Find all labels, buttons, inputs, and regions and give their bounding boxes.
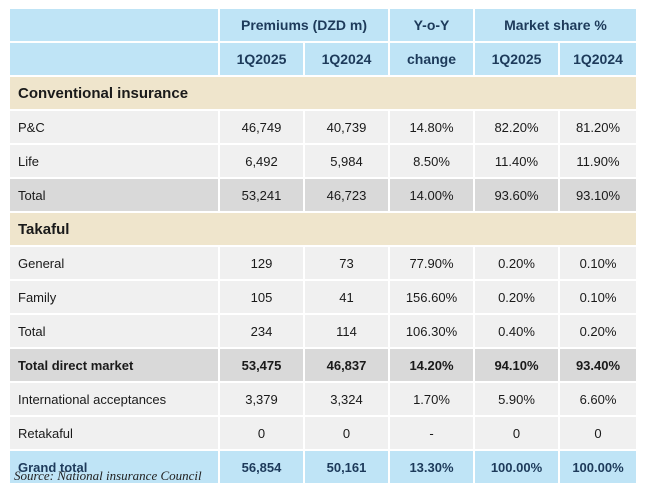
row-label: Family — [10, 281, 220, 315]
table-row: Total 234 114 106.30% 0.40% 0.20% — [10, 315, 636, 349]
cell-premium-2024: 3,324 — [305, 383, 390, 417]
cell-share-2025: 100.00% — [475, 451, 560, 485]
cell-share-2024: 0 — [560, 417, 636, 451]
cell-premium-2025: 105 — [220, 281, 305, 315]
row-label: Total — [10, 179, 220, 213]
header-premium-1q2025: 1Q2025 — [220, 43, 305, 77]
header-row-1: Premiums (DZD m) Y-o-Y Market share % — [10, 9, 636, 43]
row-label: International acceptances — [10, 383, 220, 417]
cell-premium-2025: 129 — [220, 247, 305, 281]
cell-share-2024: 93.40% — [560, 349, 636, 383]
row-label: Life — [10, 145, 220, 179]
section-title: Takaful — [10, 213, 636, 247]
cell-premium-2025: 6,492 — [220, 145, 305, 179]
cell-yoy: 1.70% — [390, 383, 475, 417]
table-row: Family 105 41 156.60% 0.20% 0.10% — [10, 281, 636, 315]
header-change: change — [390, 43, 475, 77]
cell-premium-2024: 41 — [305, 281, 390, 315]
table-row: General 129 73 77.90% 0.20% 0.10% — [10, 247, 636, 281]
table-row-total-direct: Total direct market 53,475 46,837 14.20%… — [10, 349, 636, 383]
row-label: Total — [10, 315, 220, 349]
table-row: International acceptances 3,379 3,324 1.… — [10, 383, 636, 417]
cell-share-2024: 0.10% — [560, 281, 636, 315]
table-row: Retakaful 0 0 - 0 0 — [10, 417, 636, 451]
cell-premium-2025: 53,475 — [220, 349, 305, 383]
cell-share-2025: 0.20% — [475, 281, 560, 315]
cell-share-2025: 0.40% — [475, 315, 560, 349]
cell-yoy: 106.30% — [390, 315, 475, 349]
header-share-1q2024: 1Q2024 — [560, 43, 636, 77]
cell-premium-2025: 53,241 — [220, 179, 305, 213]
cell-share-2025: 94.10% — [475, 349, 560, 383]
cell-premium-2024: 46,837 — [305, 349, 390, 383]
cell-share-2025: 5.90% — [475, 383, 560, 417]
section-takaful: Takaful — [10, 213, 636, 247]
cell-premium-2025: 234 — [220, 315, 305, 349]
cell-yoy: - — [390, 417, 475, 451]
table-row-grand-total: Grand total 56,854 50,161 13.30% 100.00%… — [10, 451, 636, 485]
cell-share-2024: 0.20% — [560, 315, 636, 349]
cell-share-2024: 100.00% — [560, 451, 636, 485]
cell-share-2024: 93.10% — [560, 179, 636, 213]
cell-share-2024: 6.60% — [560, 383, 636, 417]
cell-yoy: 8.50% — [390, 145, 475, 179]
cell-share-2025: 93.60% — [475, 179, 560, 213]
cell-share-2024: 11.90% — [560, 145, 636, 179]
source-note: Source: National insurance Council — [14, 468, 202, 483]
header-row-2: 1Q2025 1Q2024 change 1Q2025 1Q2024 — [10, 43, 636, 77]
cell-premium-2025: 3,379 — [220, 383, 305, 417]
cell-share-2025: 0 — [475, 417, 560, 451]
cell-yoy: 14.20% — [390, 349, 475, 383]
cell-yoy: 156.60% — [390, 281, 475, 315]
row-label: P&C — [10, 111, 220, 145]
table-row: P&C 46,749 40,739 14.80% 82.20% 81.20% — [10, 111, 636, 145]
header-premiums: Premiums (DZD m) — [220, 9, 390, 43]
header-blank — [10, 9, 220, 43]
row-label: Total direct market — [10, 349, 220, 383]
section-conventional: Conventional insurance — [10, 77, 636, 111]
cell-premium-2024: 114 — [305, 315, 390, 349]
cell-premium-2024: 73 — [305, 247, 390, 281]
header-premium-1q2024: 1Q2024 — [305, 43, 390, 77]
header-yoy: Y-o-Y — [390, 9, 475, 43]
header-blank-2 — [10, 43, 220, 77]
cell-premium-2024: 46,723 — [305, 179, 390, 213]
cell-yoy: 14.00% — [390, 179, 475, 213]
cell-premium-2025: 0 — [220, 417, 305, 451]
insurance-table-container: Premiums (DZD m) Y-o-Y Market share % 1Q… — [10, 9, 636, 485]
row-label: General — [10, 247, 220, 281]
cell-yoy: 13.30% — [390, 451, 475, 485]
cell-premium-2025: 56,854 — [220, 451, 305, 485]
cell-premium-2025: 46,749 — [220, 111, 305, 145]
cell-share-2024: 81.20% — [560, 111, 636, 145]
cell-premium-2024: 0 — [305, 417, 390, 451]
header-share-1q2025: 1Q2025 — [475, 43, 560, 77]
cell-premium-2024: 50,161 — [305, 451, 390, 485]
table-row-total: Total 53,241 46,723 14.00% 93.60% 93.10% — [10, 179, 636, 213]
header-market-share: Market share % — [475, 9, 636, 43]
section-title: Conventional insurance — [10, 77, 636, 111]
cell-yoy: 77.90% — [390, 247, 475, 281]
table-row: Life 6,492 5,984 8.50% 11.40% 11.90% — [10, 145, 636, 179]
row-label: Retakaful — [10, 417, 220, 451]
cell-share-2025: 11.40% — [475, 145, 560, 179]
cell-share-2024: 0.10% — [560, 247, 636, 281]
cell-premium-2024: 40,739 — [305, 111, 390, 145]
cell-share-2025: 82.20% — [475, 111, 560, 145]
cell-yoy: 14.80% — [390, 111, 475, 145]
cell-share-2025: 0.20% — [475, 247, 560, 281]
premiums-table: Premiums (DZD m) Y-o-Y Market share % 1Q… — [10, 9, 636, 485]
cell-premium-2024: 5,984 — [305, 145, 390, 179]
row-label: Grand total — [10, 451, 220, 485]
